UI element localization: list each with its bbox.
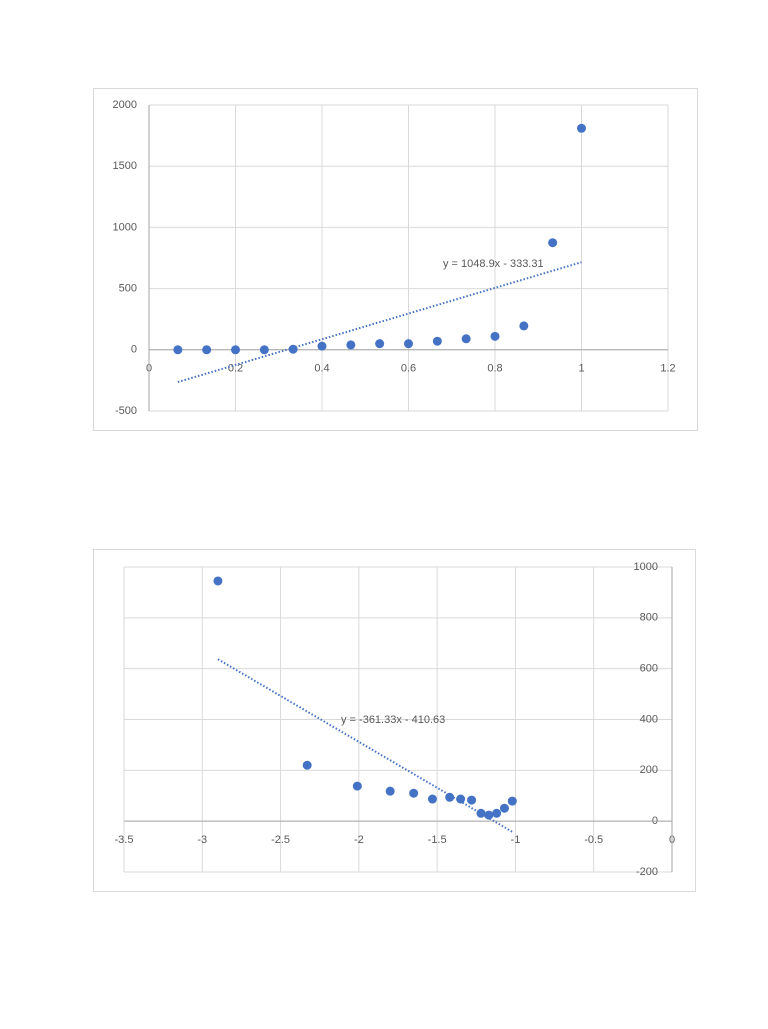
trendline-label: y = 1048.9x - 333.31: [443, 258, 544, 270]
point: [404, 339, 413, 349]
y-tick-label: 600: [640, 663, 658, 675]
point: [490, 331, 500, 341]
x-tick-label: 0.4: [314, 363, 329, 375]
y-tick-label: 0: [131, 344, 137, 356]
point: [317, 341, 327, 351]
point: [492, 808, 502, 818]
y-tick-label: -200: [636, 866, 658, 878]
point: [577, 123, 586, 133]
point: [259, 345, 269, 355]
x-tick-label: 0.8: [487, 363, 502, 375]
point: [213, 576, 223, 586]
y-tick-label: 2000: [113, 99, 137, 111]
chart-frame: [93, 88, 698, 431]
point: [476, 808, 486, 818]
point: [427, 794, 437, 804]
point: [231, 345, 240, 355]
point: [346, 340, 356, 350]
y-tick-label: 800: [640, 612, 658, 624]
y-tick-label: 1000: [634, 561, 658, 573]
x-tick-label: -1: [511, 834, 521, 846]
point: [467, 795, 477, 805]
trendline: [217, 658, 513, 833]
point: [548, 238, 558, 248]
point: [202, 345, 212, 355]
x-tick-label: 1.2: [660, 363, 675, 375]
point: [352, 781, 362, 791]
point: [499, 803, 509, 813]
point: [445, 792, 455, 802]
x-tick-label: -3: [197, 834, 207, 846]
y-tick-label: 500: [119, 283, 137, 295]
point: [385, 786, 395, 796]
y-tick-label: 1500: [113, 160, 137, 172]
x-tick-label: -1.5: [428, 834, 447, 846]
point: [432, 336, 442, 346]
y-tick-label: 200: [640, 764, 658, 776]
x-tick-label: -2: [354, 834, 364, 846]
point: [456, 794, 466, 804]
x-tick-label: -3.5: [115, 834, 134, 846]
chart-frame: [93, 549, 696, 892]
point: [519, 321, 529, 331]
point: [484, 810, 494, 820]
point: [288, 344, 298, 354]
x-tick-label: -2.5: [271, 834, 290, 846]
y-tick-label: 400: [640, 713, 658, 725]
point: [461, 334, 471, 344]
point: [173, 345, 183, 355]
trendline-label: y = -361.33x - 410.63: [341, 714, 445, 726]
point: [507, 796, 517, 806]
x-tick-label: 0.6: [401, 363, 416, 375]
point: [375, 339, 385, 349]
point: [302, 760, 312, 770]
x-tick-label: 1: [578, 363, 584, 375]
trendline: [177, 261, 582, 383]
x-tick-label: -0.5: [584, 834, 603, 846]
y-tick-label: -500: [115, 405, 137, 417]
point: [409, 788, 419, 798]
y-tick-label: 1000: [113, 221, 137, 233]
